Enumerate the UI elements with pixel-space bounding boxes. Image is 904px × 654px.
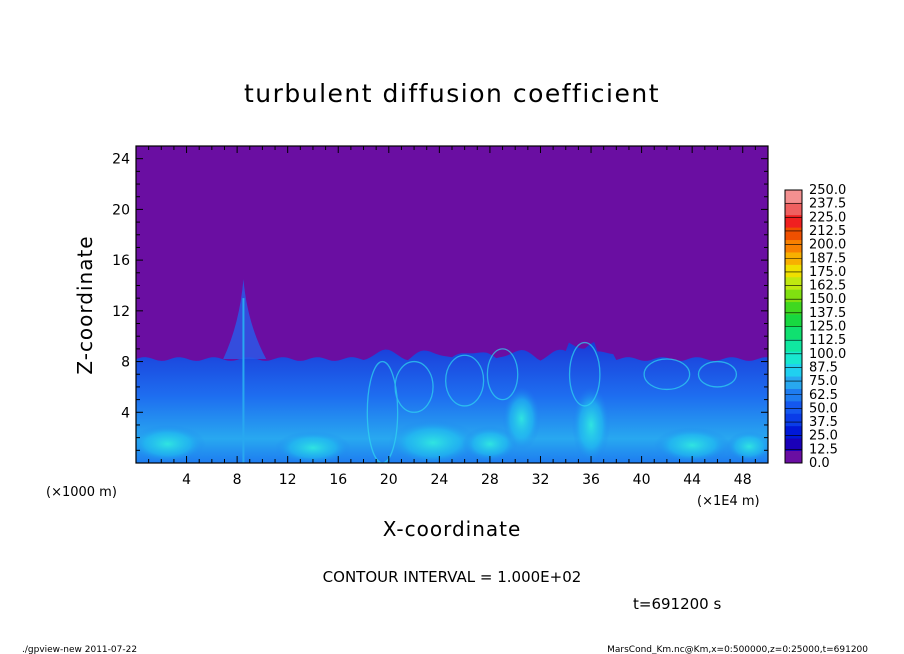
swirl-3 [486,348,519,401]
hotspot-5 [726,431,768,462]
y-axis-unit: (×1000 m) [46,485,117,500]
colorbar-label: 25.0 [809,429,838,444]
colorbar-swatch [785,450,802,464]
x-tick-label: 40 [633,472,651,488]
colorbar-swatch [785,214,802,228]
x-tick-label: 8 [233,472,242,488]
y-tick-label: 16 [112,253,130,269]
x-tick-label: 4 [182,472,191,488]
colorbar-swatch [785,338,802,352]
colorbar-swatch [785,376,802,389]
swirl-5 [643,358,691,391]
colorbar-label: 62.5 [809,388,838,403]
x-tick-label: 48 [734,472,752,488]
y-axis-label: Z-coordinate [73,235,97,374]
colorbar-label: 87.5 [809,360,838,375]
x-tick-label: 24 [430,472,448,488]
x-tick-label: 12 [279,472,297,488]
y-tick-label: 4 [121,405,130,421]
y-axis-ticks: 4 8 12 16 20 24 [112,145,768,464]
x-axis-label: X-coordinate [383,517,522,541]
y-tick-label: 12 [112,304,130,320]
y-tick-label: 20 [112,202,130,218]
colorbar-label: 137.5 [809,306,846,321]
chart-title: turbulent diffusion coefficient [244,79,660,108]
colorbar-label: 237.5 [809,197,846,212]
colorbar-label: 225.0 [809,210,846,225]
colorbar-label: 162.5 [809,279,846,294]
contour-interval: CONTOUR INTERVAL = 1.000E+02 [323,568,582,586]
turbulence-swirls [366,341,738,463]
time-label: t=691200 s [633,595,721,613]
swirl-0 [366,360,399,463]
footer-right: MarsCond_Km.nc@Km,x=0:500000,z=0:25000,t… [607,645,868,654]
colorbar-swatch [785,400,802,414]
plume-field [223,279,267,360]
colorbar-swatch [785,351,802,365]
colorbar-swatch [785,314,802,327]
colorbar-label: 12.5 [809,442,838,457]
colorbar-label: 200.0 [809,238,846,253]
colorbar-label: 175.0 [809,265,846,280]
boundary-layer-hotspots [136,386,768,463]
colorbar-label: 37.5 [809,415,838,430]
hotspot-7 [572,386,610,463]
y-tick-label: 8 [121,355,130,371]
x-axis-unit: (×1E4 m) [697,494,760,509]
colorbar-label: 50.0 [809,401,838,416]
colorbar-label: 112.5 [809,333,846,348]
x-tick-label: 28 [481,472,499,488]
hotspot-2 [388,419,478,463]
colorbar-swatch [785,276,802,290]
colorbar-label: 187.5 [809,251,846,266]
x-tick-label: 20 [380,472,398,488]
hotspot-4 [654,427,731,463]
swirl-2 [445,354,485,407]
colorbar: 0.012.525.037.550.062.575.087.5100.0112.… [784,183,846,471]
swirl-6 [697,360,738,388]
colorbar-swatch [785,239,802,253]
hotspot-3 [462,426,518,462]
colorbar-label: 100.0 [809,347,846,362]
x-tick-label: 36 [582,472,600,488]
boundary-layer-field [136,342,768,463]
swirl-1 [394,360,434,413]
colorbar-swatch [785,190,802,203]
swirl-4 [568,341,601,407]
colorbar-swatch [785,438,802,451]
y-tick-label: 24 [112,152,130,168]
hotspot-1 [275,431,351,463]
colorbar-swatch [785,413,802,427]
x-tick-label: 44 [683,472,701,488]
colorbar-swatch [785,202,802,216]
x-tick-label: 32 [532,472,550,488]
footer-left: ./gpview-new 2011-07-22 [22,645,137,654]
colorbar-label: 150.0 [809,292,846,307]
plot-area [136,146,768,463]
colorbar-swatch [785,425,802,439]
colorbar-swatch [785,326,802,340]
colorbar-swatch [785,301,802,315]
colorbar-label: 0.0 [809,456,830,471]
x-axis-ticks: 4 8 12 16 20 24 28 32 36 40 44 48 [135,146,769,488]
colorbar-swatch [785,264,802,278]
x-tick-label: 16 [329,472,347,488]
colorbar-swatch [785,363,802,377]
hotspot-6 [502,386,541,451]
colorbar-label: 125.0 [809,320,846,335]
colorbar-label: 212.5 [809,224,846,239]
hotspot-0 [136,424,206,463]
colorbar-swatch [785,289,802,303]
colorbar-label: 75.0 [809,374,838,389]
colorbar-label: 250.0 [809,183,846,198]
colorbar-swatch [785,227,802,241]
